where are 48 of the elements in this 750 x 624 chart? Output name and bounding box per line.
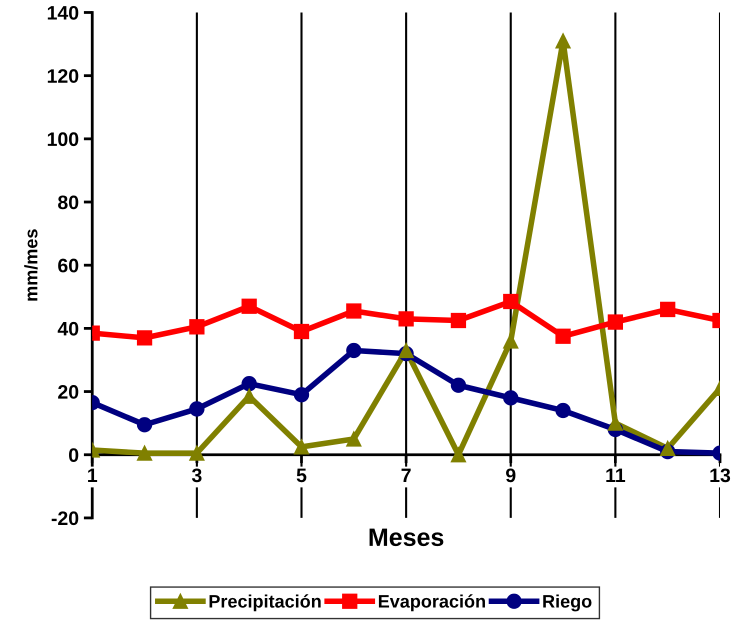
legend-label: Precipitación (210, 594, 321, 612)
point (189, 446, 205, 461)
point (450, 447, 466, 462)
point (503, 390, 518, 406)
y-tick-label: 120 (48, 69, 78, 83)
point (189, 401, 205, 417)
point (136, 417, 152, 432)
x-tick-label: 11 (606, 468, 626, 482)
point (450, 378, 466, 393)
point (398, 311, 414, 327)
x-tick-label: 5 (296, 468, 306, 482)
point (242, 376, 257, 392)
point (555, 402, 571, 418)
y-tick-label: 80 (58, 195, 78, 210)
y-tick-label: 40 (58, 322, 78, 336)
point (346, 431, 362, 447)
y-tick-label: -20 (52, 511, 78, 526)
point (136, 446, 152, 461)
x-axis-title: Meses (370, 528, 444, 546)
point (136, 330, 152, 346)
x-tick-label: 7 (402, 468, 411, 482)
point (346, 342, 362, 358)
legend-label: Evaporación (378, 594, 485, 612)
y-tick-label: 0 (69, 448, 78, 462)
y-tick-label: 140 (48, 6, 78, 20)
point (294, 439, 310, 454)
point (555, 328, 571, 344)
point (555, 33, 571, 49)
x-tick-label: 1 (88, 468, 98, 482)
legend-label: Riego (543, 594, 592, 612)
y-tick-label: 20 (58, 385, 78, 399)
y-tick-label: 100 (48, 132, 78, 146)
point (660, 440, 676, 456)
point (294, 387, 310, 402)
y-axis-title: mm/mes (24, 229, 38, 301)
point (346, 303, 362, 319)
x-tick-label: 3 (192, 468, 202, 482)
point (294, 324, 310, 340)
point (503, 294, 518, 310)
point (660, 302, 676, 318)
y-tick-label: 60 (58, 258, 78, 272)
point (608, 314, 624, 330)
x-tick-label: 13 (710, 468, 730, 482)
point (398, 342, 414, 358)
x-tick-label: 9 (506, 468, 516, 482)
point (189, 319, 205, 334)
point (450, 312, 466, 328)
point (242, 298, 257, 314)
